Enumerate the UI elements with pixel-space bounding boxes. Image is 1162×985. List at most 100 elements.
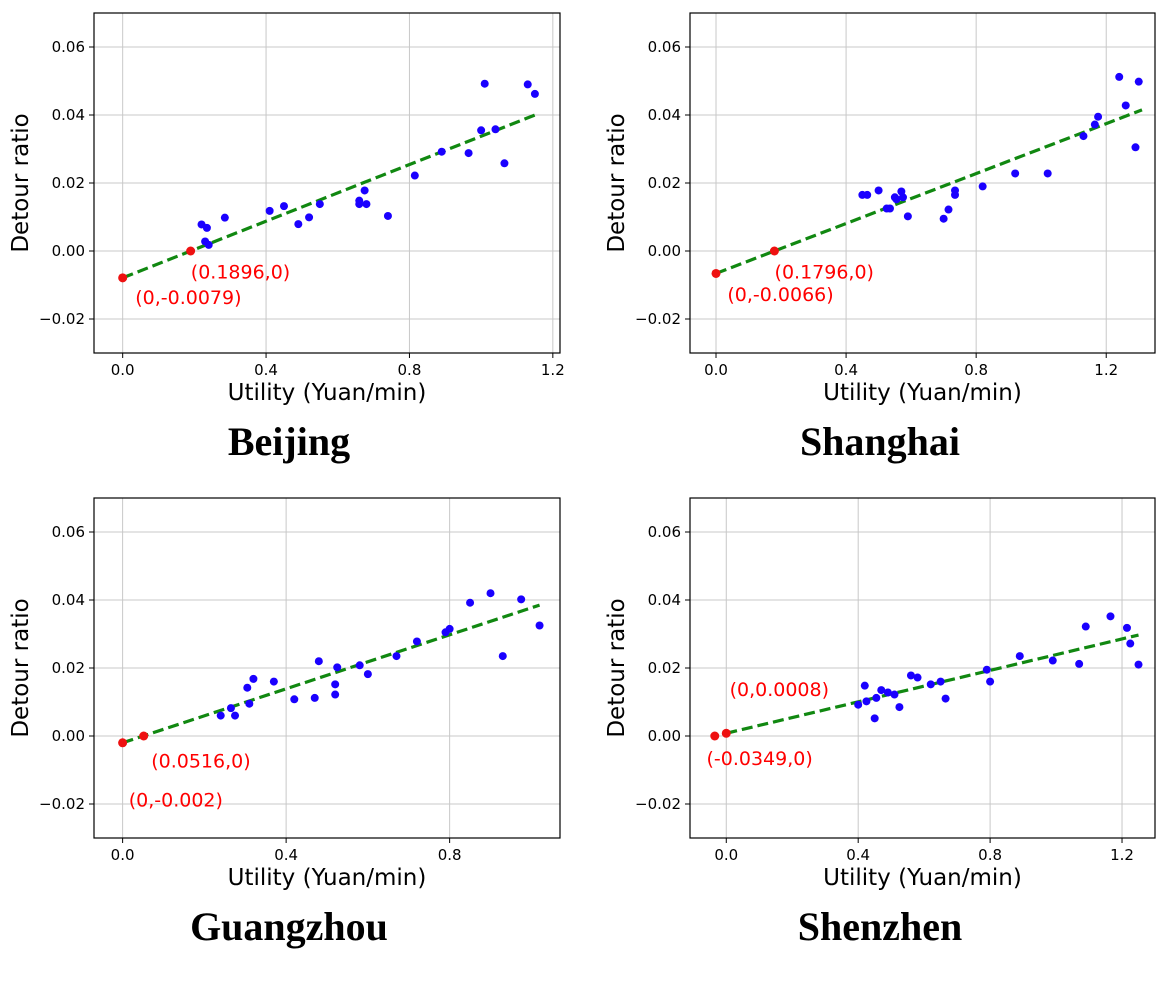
data-point [412,637,421,646]
data-point [437,147,446,156]
intercept-annotation: (0,-0.002) [129,789,223,811]
data-point [243,683,252,692]
data-point [464,149,473,158]
city-title: Shenzhen [798,904,963,949]
data-point [535,621,544,630]
x-axis-label: Utility (Yuan/min) [228,380,427,406]
data-point [877,686,886,695]
data-point [1079,132,1088,141]
data-point [1090,120,1099,129]
y-tick-label: 0.00 [648,727,681,745]
x-tick-label: 0.4 [834,361,858,379]
data-point [226,704,235,713]
x-tick-label: 1.2 [541,361,565,379]
data-point [305,213,314,222]
data-point [1131,143,1140,152]
data-point [874,186,883,195]
data-point [863,190,872,199]
fit-line [715,108,1143,275]
y-tick-label: 0.02 [648,659,681,677]
y-tick-label: 0.06 [52,38,85,56]
data-point [939,214,948,223]
data-point [885,204,894,213]
chart-panel-guangzhou: 0.0 0.4 0.8 −0.02 0.00 0.02 0.04 0.06 Utility (Y… [8,497,561,949]
x-tick-label: 0.0 [704,361,728,379]
fit-line [122,603,541,745]
x-tick-label: 0.8 [438,846,462,864]
data-point [944,205,953,214]
x-tick-label: 0.4 [274,846,298,864]
data-point [872,693,881,702]
x-tick-label: 0.8 [964,361,988,379]
x-tick-label: 0.4 [254,361,278,379]
y-tick-label: 0.06 [52,523,85,541]
data-point [331,680,340,689]
x-tick-label: 0.8 [978,846,1002,864]
data-point [1122,623,1131,632]
data-point [1011,169,1020,178]
y-axis-label: Detour ratio [8,598,34,737]
data-point [245,699,254,708]
data-point [333,663,342,672]
y-tick-label: 0.02 [52,174,85,192]
data-point [903,212,912,221]
data-point [862,697,871,706]
data-point [951,190,960,199]
y-tick-label: 0.02 [648,174,681,192]
data-point [913,673,922,682]
y-tick-label: 0.04 [52,591,85,609]
intercept-annotation: (-0.0349,0) [706,748,812,770]
y-tick-label: −0.02 [39,795,85,813]
data-point [1075,659,1084,668]
intercept-annotation: (0.0516,0) [151,751,250,773]
data-point [517,595,526,604]
intercept-point [118,273,128,283]
data-point [883,688,892,697]
data-point [220,213,229,222]
data-point [1081,622,1090,631]
city-title: Shanghai [800,419,960,464]
x-axis-label: Utility (Yuan/min) [823,865,1022,891]
data-point [936,677,945,686]
x-tick-label: 1.2 [1110,846,1134,864]
data-point [279,202,288,211]
data-point [860,681,869,690]
data-point [331,690,340,699]
data-point [362,200,371,209]
data-point [1134,77,1143,86]
intercept-point [769,246,779,256]
data-point [892,195,901,204]
y-axis-label: Detour ratio [604,113,630,252]
data-point [314,657,323,666]
data-point [491,125,500,134]
chart-panel-shenzhen: 0.0 0.4 0.8 1.2 −0.02 0.00 0.02 0.04 0.06 Utility… [604,497,1156,949]
intercept-point [710,731,720,741]
data-point [269,677,278,686]
data-point [906,671,915,680]
data-point [204,240,213,249]
data-point [202,223,211,232]
y-axis-label: Detour ratio [604,598,630,737]
data-point [265,206,274,215]
intercept-point [721,728,731,738]
x-axis-label: Utility (Yuan/min) [228,865,427,891]
data-point [1043,169,1052,178]
y-tick-label: −0.02 [635,795,681,813]
data-point [500,159,509,168]
data-point [290,695,299,704]
data-point [315,200,324,209]
data-point [854,700,863,709]
data-point [1115,72,1124,81]
data-point [1121,101,1130,110]
data-point [410,171,419,180]
data-point [231,711,240,720]
data-point [477,126,486,135]
y-tick-label: 0.00 [52,242,85,260]
data-point [355,661,364,670]
intercept-point [118,738,128,748]
y-tick-label: 0.04 [52,106,85,124]
data-point [1048,656,1057,665]
y-tick-label: 0.02 [52,659,85,677]
data-point [466,598,475,607]
